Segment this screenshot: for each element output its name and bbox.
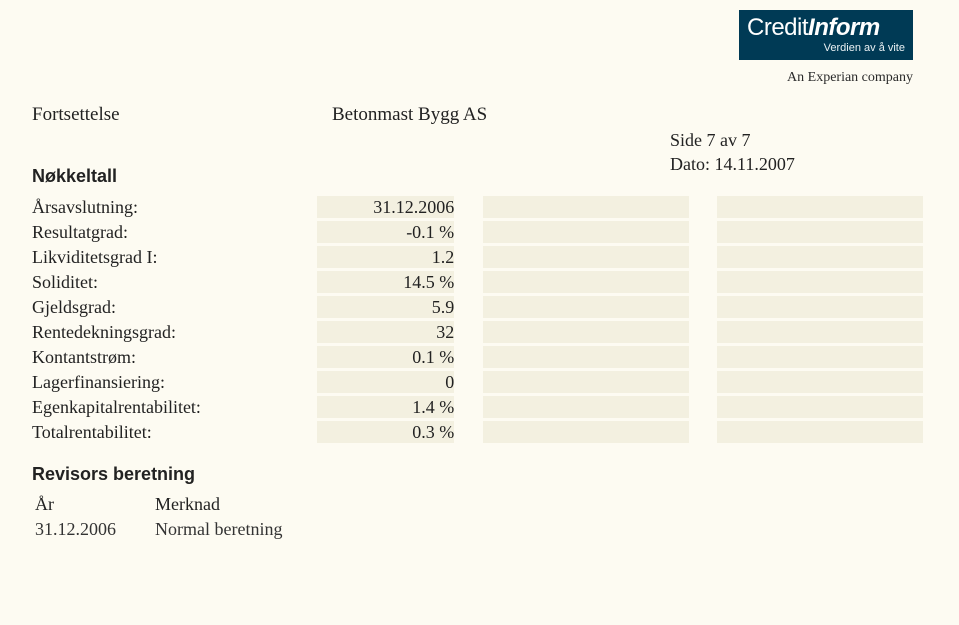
logo-company-note: An Experian company: [739, 70, 913, 86]
table-row: Lagerfinansiering:0: [32, 371, 923, 393]
kv-stripe: [717, 396, 923, 418]
kv-label: Rentedekningsgrad:: [32, 321, 317, 343]
kv-label: Årsavslutning:: [32, 196, 317, 218]
kv-value: 31.12.2006: [317, 196, 454, 218]
auditor-col-year: År: [34, 493, 152, 516]
header-company-name: Betonmast Bygg AS: [332, 104, 612, 126]
table-row: Rentedekningsgrad:32: [32, 321, 923, 343]
kv-stripe: [717, 271, 923, 293]
kv-value: 0.3 %: [317, 421, 454, 443]
kv-label: Kontantstrøm:: [32, 346, 317, 368]
kv-gap: [689, 196, 718, 218]
table-row: Resultatgrad:-0.1 %: [32, 221, 923, 243]
kv-gap: [454, 271, 483, 293]
kv-stripe: [717, 296, 923, 318]
kv-gap: [689, 421, 718, 443]
kv-gap: [689, 296, 718, 318]
kv-value: 0: [317, 371, 454, 393]
header-continuation: Fortsettelse: [32, 104, 332, 126]
auditor-header-row: År Merknad: [34, 493, 318, 516]
kv-stripe: [483, 271, 689, 293]
kv-value: 0.1 %: [317, 346, 454, 368]
table-row: Årsavslutning:31.12.2006: [32, 196, 923, 218]
table-row: Likviditetsgrad I:1.2: [32, 246, 923, 268]
table-row: Gjeldsgrad:5.9: [32, 296, 923, 318]
header-side-block: Side 7 av 7 Dato: 14.11.2007: [670, 128, 795, 177]
kv-gap: [454, 246, 483, 268]
kv-stripe: [717, 196, 923, 218]
kv-label: Soliditet:: [32, 271, 317, 293]
table-row: 31.12.2006Normal beretning: [34, 518, 318, 541]
kv-gap: [689, 396, 718, 418]
kv-value: 1.2: [317, 246, 454, 268]
kv-gap: [689, 246, 718, 268]
kv-gap: [689, 346, 718, 368]
auditor-note: Normal beretning: [154, 518, 318, 541]
kv-stripe: [483, 246, 689, 268]
kv-gap: [454, 296, 483, 318]
kv-label: Likviditetsgrad I:: [32, 246, 317, 268]
kv-label: Egenkapitalrentabilitet:: [32, 396, 317, 418]
kv-gap: [454, 421, 483, 443]
key-figures-table: Årsavslutning:31.12.2006Resultatgrad:-0.…: [32, 193, 923, 446]
kv-gap: [454, 396, 483, 418]
kv-stripe: [483, 396, 689, 418]
kv-stripe: [483, 321, 689, 343]
table-row: Soliditet:14.5 %: [32, 271, 923, 293]
kv-value: 5.9: [317, 296, 454, 318]
kv-stripe: [717, 321, 923, 343]
kv-stripe: [717, 346, 923, 368]
auditor-col-note: Merknad: [154, 493, 318, 516]
kv-value: 14.5 %: [317, 271, 454, 293]
kv-stripe: [483, 421, 689, 443]
kv-stripe: [717, 221, 923, 243]
kv-value: 1.4 %: [317, 396, 454, 418]
kv-gap: [689, 221, 718, 243]
kv-gap: [689, 271, 718, 293]
table-row: Egenkapitalrentabilitet:1.4 %: [32, 396, 923, 418]
kv-gap: [689, 321, 718, 343]
kv-stripe: [483, 346, 689, 368]
kv-stripe: [717, 246, 923, 268]
kv-stripe: [483, 221, 689, 243]
kv-label: Totalrentabilitet:: [32, 421, 317, 443]
kv-gap: [454, 346, 483, 368]
kv-gap: [689, 371, 718, 393]
date-label: Dato: 14.11.2007: [670, 152, 795, 176]
kv-label: Lagerfinansiering:: [32, 371, 317, 393]
kv-gap: [454, 196, 483, 218]
page-info: Side 7 av 7: [670, 128, 795, 152]
logo-box: CreditInform Verdien av å vite: [739, 10, 913, 60]
page: CreditInform Verdien av å vite An Experi…: [0, 0, 959, 625]
logo-tagline: Verdien av å vite: [747, 42, 905, 54]
table-row: Totalrentabilitet:0.3 %: [32, 421, 923, 443]
kv-label: Gjeldsgrad:: [32, 296, 317, 318]
kv-value: 32: [317, 321, 454, 343]
table-row: Kontantstrøm:0.1 %: [32, 346, 923, 368]
kv-gap: [454, 371, 483, 393]
logo-brand-light: Credit: [747, 14, 808, 41]
kv-stripe: [717, 371, 923, 393]
kv-value: -0.1 %: [317, 221, 454, 243]
logo-brand: CreditInform: [747, 15, 905, 40]
kv-gap: [454, 221, 483, 243]
logo-block: CreditInform Verdien av å vite An Experi…: [739, 10, 913, 86]
kv-stripe: [483, 296, 689, 318]
auditor-table: År Merknad 31.12.2006Normal beretning: [32, 491, 320, 543]
auditor-year: 31.12.2006: [34, 518, 152, 541]
logo-brand-bold: Inform: [808, 14, 880, 41]
auditor-title: Revisors beretning: [32, 464, 923, 485]
kv-stripe: [483, 196, 689, 218]
kv-gap: [454, 321, 483, 343]
kv-stripe: [717, 421, 923, 443]
kv-label: Resultatgrad:: [32, 221, 317, 243]
kv-stripe: [483, 371, 689, 393]
